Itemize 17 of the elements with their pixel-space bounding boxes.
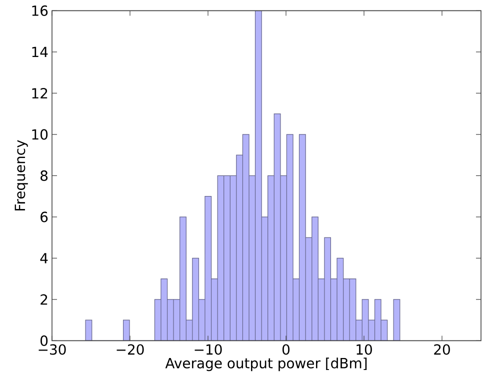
y-tick-label: 2	[40, 294, 48, 305]
x-tick-label: 20	[434, 344, 450, 355]
y-tick-label: 6	[40, 212, 48, 222]
y-tick-label: 16	[32, 5, 48, 16]
y-tick-label: 12	[32, 88, 48, 98]
y-tick-label: 14	[32, 46, 48, 58]
x-tick-label: 10	[356, 344, 372, 355]
x-tick-label: −20	[116, 344, 144, 355]
x-tick-label: −30	[38, 344, 66, 355]
y-tick-label: 10	[32, 129, 48, 140]
y-tick-label: 8	[40, 170, 48, 181]
y-tick-label: 4	[40, 253, 48, 264]
y-axis-title: Frequency	[14, 140, 28, 210]
y-tick-label: 0	[40, 335, 48, 346]
x-tick-label: −10	[194, 344, 222, 355]
x-axis-title: Average output power [dBm]	[165, 358, 367, 372]
x-tick-label: 0	[282, 344, 290, 355]
